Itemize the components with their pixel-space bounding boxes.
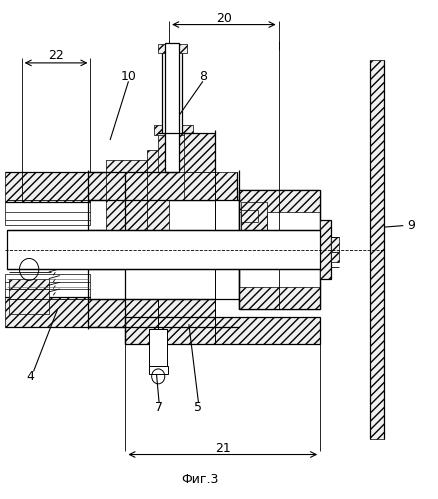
Bar	[240, 202, 266, 232]
Bar	[88, 299, 215, 327]
Bar	[330, 252, 338, 262]
Bar	[106, 160, 147, 200]
Bar	[179, 133, 185, 172]
Bar	[240, 210, 258, 222]
Bar	[162, 50, 182, 133]
Bar	[370, 60, 383, 439]
Bar	[239, 190, 319, 309]
Bar	[158, 44, 186, 53]
Bar	[10, 289, 49, 314]
Bar	[5, 274, 90, 297]
Text: 7: 7	[155, 401, 163, 414]
Bar	[5, 172, 90, 202]
Bar	[330, 237, 338, 252]
Bar	[239, 287, 319, 309]
Text: 20: 20	[215, 12, 231, 25]
Bar	[164, 43, 179, 172]
Text: 4: 4	[26, 370, 34, 383]
Bar	[184, 133, 215, 172]
Bar	[7, 230, 319, 269]
Bar	[240, 202, 266, 232]
Text: Фиг.3: Фиг.3	[181, 473, 218, 486]
Bar	[153, 125, 193, 135]
Text: 22: 22	[48, 49, 64, 62]
Text: 21: 21	[215, 442, 230, 455]
Bar	[149, 329, 166, 369]
Bar	[184, 172, 237, 200]
Bar	[147, 150, 197, 200]
Bar	[88, 230, 125, 269]
Bar	[148, 366, 167, 374]
Bar	[5, 202, 90, 225]
Bar	[239, 190, 319, 212]
Bar	[147, 200, 169, 230]
Text: 5: 5	[194, 401, 202, 414]
Bar	[162, 50, 165, 133]
Bar	[319, 220, 330, 279]
Text: 9: 9	[406, 219, 414, 232]
Text: 10: 10	[120, 70, 136, 83]
Bar	[10, 279, 49, 289]
Bar	[158, 133, 164, 172]
Bar	[5, 297, 90, 327]
Bar	[88, 172, 215, 200]
Bar	[178, 50, 182, 133]
Bar	[125, 317, 319, 344]
Text: 8: 8	[198, 70, 206, 83]
Bar	[106, 200, 147, 230]
